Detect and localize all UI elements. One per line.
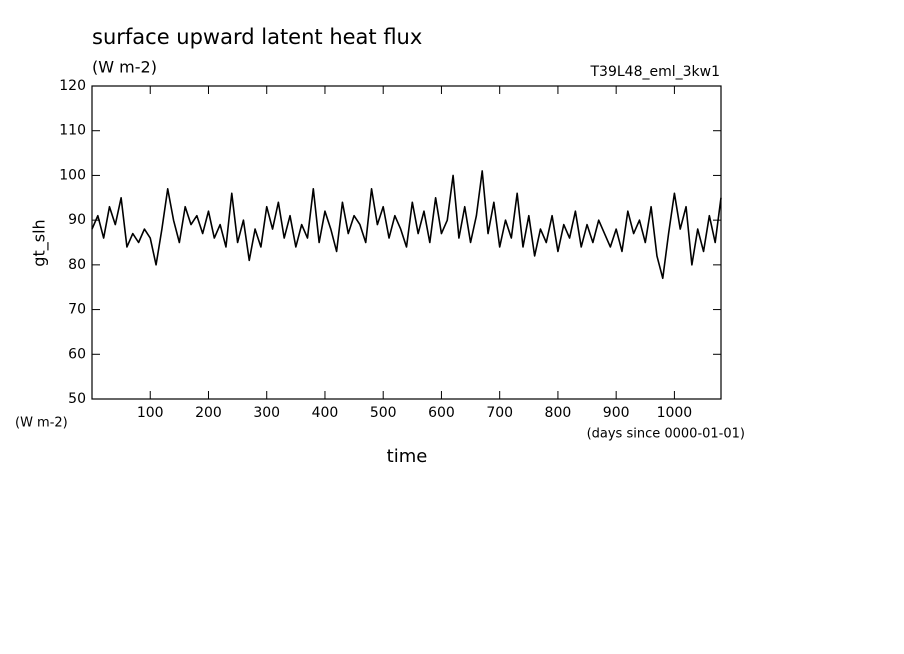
- x-tick-label: 400: [312, 405, 339, 421]
- x-tick-label: 200: [195, 405, 222, 421]
- y-tick-label: 120: [59, 78, 86, 94]
- x-tick-label: 300: [253, 405, 280, 421]
- chart-title: surface upward latent heat flux: [92, 25, 422, 49]
- plot-frame: [91, 85, 722, 400]
- y-axis-label: gt_slh: [30, 219, 50, 266]
- annotation: T39L48_eml_3kw1: [590, 64, 721, 80]
- y-axis-unit: (W m-2): [15, 416, 68, 431]
- x-tick-label: 1000: [657, 405, 693, 421]
- x-tick-label: 600: [428, 405, 455, 421]
- x-axis-label: time: [387, 446, 428, 467]
- x-axis-unit: (days since 0000-01-01): [587, 427, 745, 442]
- x-tick-label: 900: [603, 405, 630, 421]
- data-line: [91, 170, 722, 280]
- x-tick-label: 700: [486, 405, 513, 421]
- y-tick-label: 110: [59, 123, 86, 139]
- y-tick-label: 90: [68, 212, 86, 228]
- y-tick-label: 100: [59, 167, 86, 183]
- x-tick-label: 800: [545, 405, 572, 421]
- y-tick-label: 50: [68, 391, 86, 407]
- y-tick-label: 70: [68, 302, 86, 318]
- y-tick-label: 60: [68, 346, 86, 362]
- x-tick-label: 500: [370, 405, 397, 421]
- x-tick-label: 100: [137, 405, 164, 421]
- chart-subtitle: (W m-2): [92, 58, 157, 77]
- y-tick-label: 80: [68, 257, 86, 273]
